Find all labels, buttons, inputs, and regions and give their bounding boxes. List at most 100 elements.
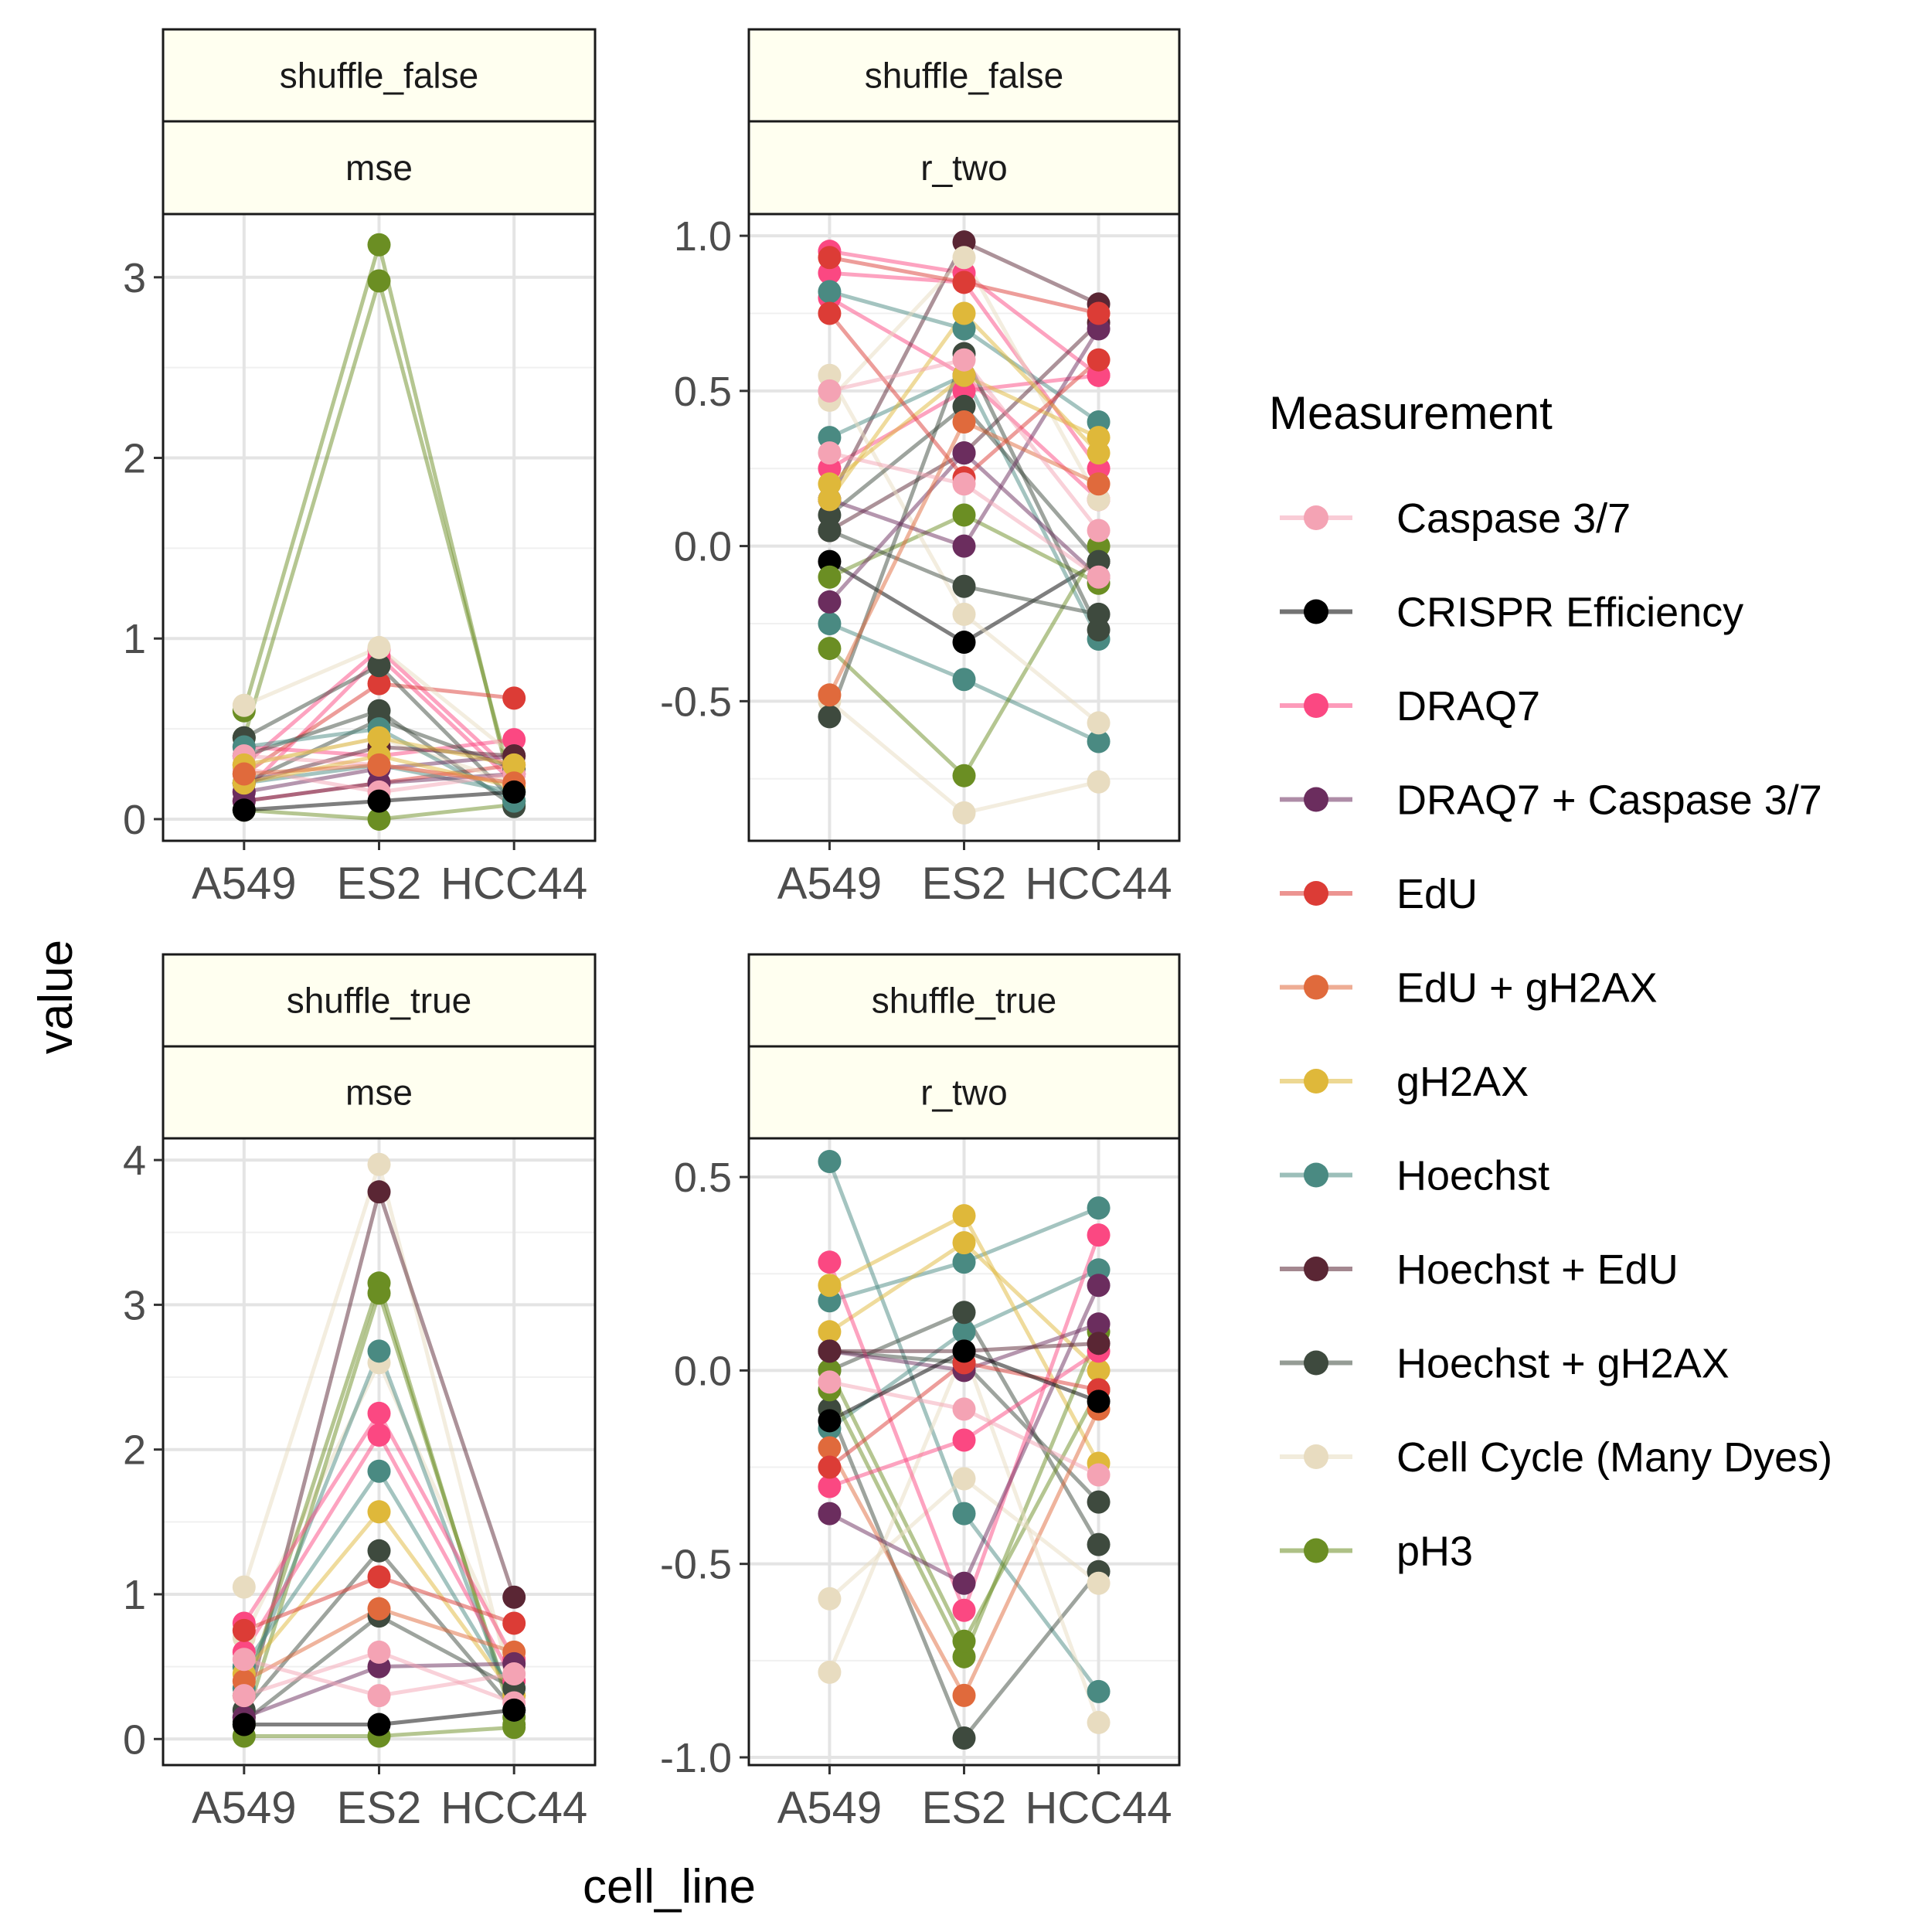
data-point [1087, 519, 1111, 543]
data-point [502, 1716, 526, 1740]
data-point [952, 472, 976, 496]
data-point [818, 301, 842, 325]
x-tick-label: A549 [192, 1783, 296, 1833]
legend-entry-label: CRISPR Efficiency [1396, 590, 1743, 636]
data-point [818, 1475, 842, 1498]
data-point [1087, 1490, 1111, 1514]
data-point [367, 807, 391, 831]
legend-entry-label: Hoechst + gH2AX [1396, 1341, 1730, 1387]
x-tick-label: HCC44 [1025, 1783, 1172, 1833]
data-point [818, 565, 842, 589]
data-point [1087, 565, 1111, 589]
data-point [952, 1467, 976, 1491]
facet-strip-top [747, 28, 1181, 123]
data-point [367, 789, 391, 813]
data-point [952, 503, 976, 527]
x-tick-label: HCC44 [1025, 859, 1172, 909]
data-point [818, 1502, 842, 1526]
y-tick-label: 0.0 [674, 524, 732, 570]
data-point [818, 683, 842, 707]
data-point [818, 1370, 842, 1394]
legend-entry: pH3 [1280, 1529, 1473, 1575]
data-point [1087, 730, 1111, 753]
legend-key-point [1304, 693, 1328, 718]
legend-key-point [1304, 1069, 1328, 1094]
data-point [502, 753, 526, 777]
y-tick-label: 0.0 [674, 1348, 732, 1394]
data-point [367, 1281, 391, 1305]
data-point [952, 534, 976, 558]
legend-key-point [1304, 1444, 1328, 1469]
data-point [502, 686, 526, 710]
data-point [502, 728, 526, 752]
legend: Measurement Caspase 3/7 CRISPR Efficiency… [1269, 387, 1832, 1575]
y-tick-label: 3 [123, 1282, 146, 1328]
panel-3: shuffle_true r_two -1.0 -0.5 0.0 0.5 A549 ES2 HC… [660, 953, 1181, 1833]
data-point [952, 441, 976, 465]
data-point [1087, 426, 1111, 450]
data-point [818, 1150, 842, 1174]
data-point [502, 1611, 526, 1635]
data-point [818, 1660, 842, 1684]
data-point [818, 441, 842, 465]
y-tick-label: 2 [123, 1427, 146, 1474]
data-point [367, 1152, 391, 1176]
data-point [367, 1423, 391, 1447]
data-point [1087, 1223, 1111, 1247]
data-point [952, 1629, 976, 1653]
data-point [502, 780, 526, 804]
legend-entry: DRAQ7 [1280, 683, 1540, 730]
data-point [367, 726, 391, 750]
data-point [952, 1428, 976, 1452]
legend-entry-label: DRAQ7 + Caspase 3/7 [1396, 777, 1822, 824]
data-point [367, 654, 391, 678]
data-point [367, 1684, 391, 1708]
facet-strip-bottom-label: mse [345, 1073, 413, 1113]
data-point [367, 635, 391, 659]
y-axis-label: value [29, 940, 83, 1054]
data-point [1087, 1274, 1111, 1298]
data-point [367, 1565, 391, 1589]
data-point [952, 1250, 976, 1274]
data-point [1087, 472, 1111, 496]
y-tick-label: -0.5 [660, 679, 732, 725]
data-point [818, 1250, 842, 1274]
legend-entry: DRAQ7 + Caspase 3/7 [1280, 777, 1822, 824]
data-point [1087, 1679, 1111, 1703]
legend-key-point [1304, 787, 1328, 812]
data-point [818, 637, 842, 661]
data-point [367, 1401, 391, 1425]
data-point [232, 1648, 256, 1672]
data-point [952, 574, 976, 598]
y-tick-label: 0.5 [674, 369, 732, 415]
legend-entry: EdU [1280, 871, 1478, 917]
legend-key-point [1304, 1538, 1328, 1563]
x-tick-label: A549 [192, 859, 296, 909]
data-point [1087, 1389, 1111, 1413]
legend-entry: Hoechst + EdU [1280, 1247, 1679, 1293]
x-axis-label: cell_line [583, 1860, 756, 1913]
data-point [952, 301, 976, 325]
y-tick-label: -1.0 [660, 1735, 732, 1781]
data-point [818, 379, 842, 403]
x-tick-label: HCC44 [440, 1783, 587, 1833]
data-point [952, 410, 976, 434]
y-tick-label: 1.0 [674, 213, 732, 260]
data-point [367, 672, 391, 696]
x-tick-label: HCC44 [440, 859, 587, 909]
legend-entry-label: EdU + gH2AX [1396, 965, 1658, 1012]
legend-entry-label: Cell Cycle (Many Dyes) [1396, 1434, 1832, 1481]
data-point [952, 668, 976, 692]
data-point [1087, 348, 1111, 372]
legend-entry: Hoechst + gH2AX [1280, 1341, 1730, 1387]
data-point [1087, 1359, 1111, 1383]
data-point [952, 270, 976, 294]
legend-entry-label: pH3 [1396, 1529, 1473, 1575]
data-point [818, 1436, 842, 1460]
data-point [232, 1618, 256, 1642]
data-point [818, 1274, 842, 1298]
data-point [952, 631, 976, 655]
data-point [952, 1320, 976, 1344]
data-point [1087, 711, 1111, 735]
